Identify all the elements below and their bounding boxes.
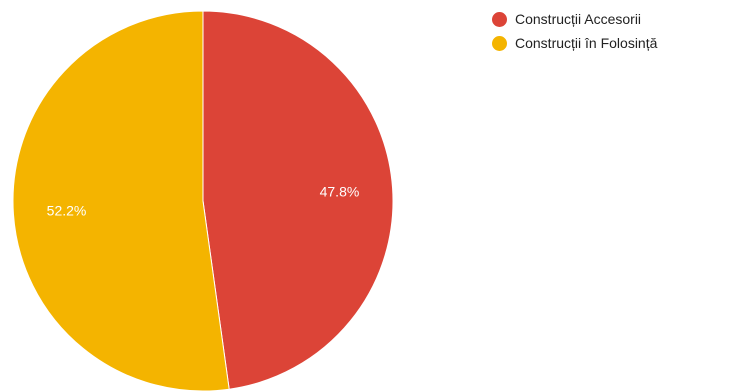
pie-slice-1[interactable] bbox=[12, 10, 230, 392]
legend-item-folosinta[interactable]: Construcții în Folosință bbox=[492, 33, 657, 53]
legend-item-accesorii[interactable]: Construcții Accesorii bbox=[492, 9, 657, 29]
legend-label: Construcții în Folosință bbox=[515, 35, 658, 51]
legend: Construcții Accesorii Construcții în Fol… bbox=[492, 9, 657, 57]
slice-percent-label-0: 47.8% bbox=[320, 184, 360, 200]
pie-slice-0[interactable] bbox=[202, 10, 394, 390]
slice-percent-label-1: 52.2% bbox=[47, 202, 87, 218]
legend-label: Construcții Accesorii bbox=[515, 11, 642, 27]
legend-swatch bbox=[492, 35, 507, 51]
legend-swatch bbox=[492, 11, 507, 27]
